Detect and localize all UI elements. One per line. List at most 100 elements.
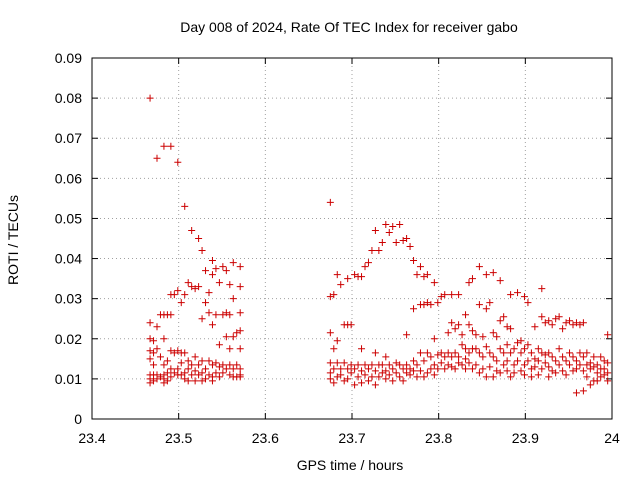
data-point [330,365,338,373]
data-point [517,367,525,375]
data-point [202,365,210,373]
data-point [468,275,476,283]
data-point [184,279,192,287]
data-point [233,361,241,369]
data-point [236,327,244,335]
data-point [555,345,563,353]
data-point [520,293,528,301]
x-axis-label: GPS time / hours [297,457,404,473]
data-point [226,361,234,369]
data-point [236,309,244,317]
data-point [219,369,227,377]
data-point [597,353,605,361]
data-point [465,359,473,367]
data-point [500,313,508,321]
data-point [410,357,418,365]
data-point [236,345,244,353]
data-point [396,220,404,228]
data-point [482,373,490,381]
data-point [167,142,175,150]
x-tick-label: 23.9 [512,430,539,446]
data-point [604,369,612,377]
data-point [212,265,220,273]
data-point [337,365,345,373]
data-point [486,363,494,371]
data-point [389,222,397,230]
data-point [229,259,237,267]
data-point [562,371,570,379]
x-tick-label: 23.7 [338,430,365,446]
data-point [153,345,161,353]
data-point [198,315,206,323]
data-point [236,263,244,271]
data-point [510,369,518,377]
data-point [202,299,210,307]
data-point [326,329,334,337]
data-point [361,371,369,379]
data-point [500,349,508,357]
data-point [541,359,549,367]
data-point [531,363,539,371]
data-point [396,373,404,381]
data-point [333,271,341,279]
data-point [392,369,400,377]
data-point [566,349,574,357]
data-point [510,361,518,369]
data-point [489,373,497,381]
data-point [236,283,244,291]
data-point [462,355,470,363]
data-point [358,379,366,387]
chart-title: Day 008 of 2024, Rate Of TEC Index for r… [180,19,518,35]
x-tick-label: 23.4 [78,430,105,446]
data-point [527,349,535,357]
data-point [572,357,580,365]
data-point [444,329,452,337]
data-point [545,363,553,371]
data-point [475,301,483,309]
data-point [146,94,154,102]
data-point [236,373,244,381]
data-point [427,365,435,373]
data-point [489,269,497,277]
data-point [496,277,504,285]
data-point [330,379,338,387]
data-point [340,359,348,367]
data-point [458,361,466,369]
data-point [468,365,476,373]
data-point [579,319,587,327]
data-point [538,285,546,293]
data-point [430,279,438,287]
data-point [524,341,532,349]
data-point [371,381,379,389]
data-point [396,361,404,369]
data-point [448,291,456,299]
data-point [493,357,501,365]
data-point [593,361,601,369]
data-point [472,331,480,339]
data-point [167,311,175,319]
data-point [413,373,421,381]
data-point [153,323,161,331]
x-tick-label: 23.6 [252,430,279,446]
data-point [413,361,421,369]
data-point [385,228,393,236]
data-point [552,357,560,365]
data-point [333,359,341,367]
data-point [215,279,223,287]
data-point [548,321,556,329]
data-point [150,349,158,357]
data-point [358,345,366,353]
data-point [371,367,379,375]
data-point [410,367,418,375]
data-point [382,367,390,375]
data-point [385,361,393,369]
data-point [416,367,424,375]
data-point [330,345,338,353]
data-point [448,319,456,327]
data-point [600,365,608,373]
data-point [150,337,158,345]
data-point [174,287,182,295]
data-point [586,359,594,367]
data-point [351,365,359,373]
data-point [146,355,154,363]
